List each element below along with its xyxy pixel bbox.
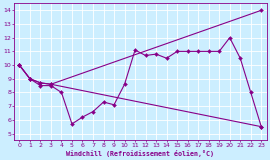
X-axis label: Windchill (Refroidissement éolien,°C): Windchill (Refroidissement éolien,°C)	[66, 150, 214, 156]
